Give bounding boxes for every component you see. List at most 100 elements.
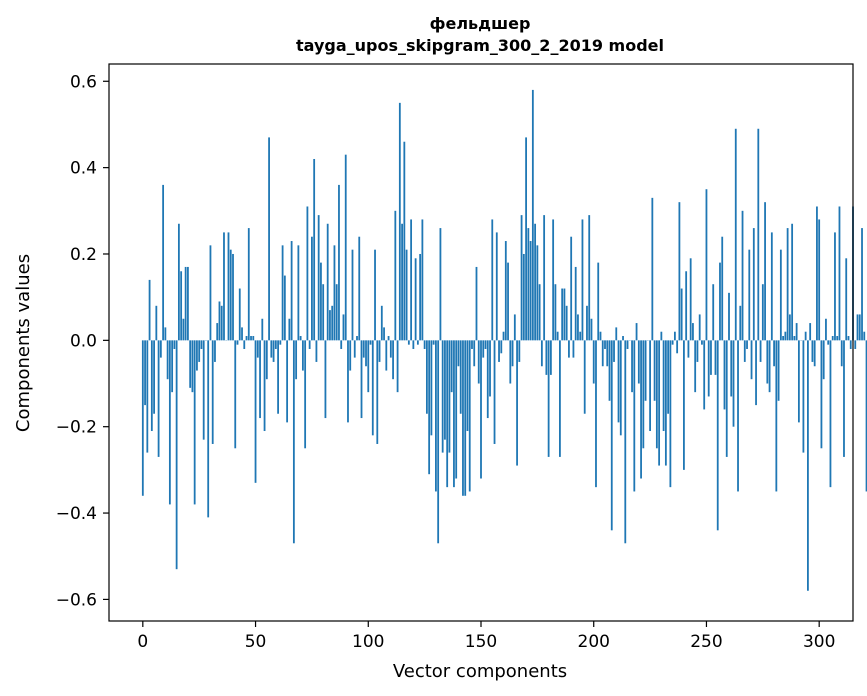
bar bbox=[721, 236, 724, 341]
x-tick-label: 150 bbox=[465, 632, 497, 652]
bar bbox=[788, 314, 791, 341]
bar bbox=[464, 340, 467, 496]
bar bbox=[574, 266, 577, 341]
x-tick-label: 0 bbox=[137, 632, 148, 652]
bar bbox=[579, 331, 582, 341]
bar bbox=[223, 232, 225, 341]
bar bbox=[809, 323, 812, 341]
bar bbox=[425, 340, 428, 414]
bar bbox=[863, 331, 866, 341]
bar bbox=[216, 323, 219, 341]
bar bbox=[389, 340, 392, 358]
bar bbox=[419, 253, 422, 341]
bar bbox=[861, 228, 863, 341]
bar bbox=[482, 340, 485, 358]
bar bbox=[606, 340, 609, 367]
bar bbox=[211, 340, 214, 444]
bar bbox=[710, 340, 712, 375]
x-axis-label: Vector components bbox=[393, 661, 567, 682]
bar bbox=[522, 253, 525, 341]
bar bbox=[308, 340, 311, 349]
bar bbox=[342, 314, 345, 341]
bar bbox=[236, 340, 239, 345]
bar bbox=[513, 314, 516, 341]
bar bbox=[200, 340, 203, 349]
bar bbox=[829, 340, 832, 488]
bar bbox=[283, 275, 286, 341]
bar bbox=[673, 331, 676, 341]
bar bbox=[489, 340, 491, 397]
bar bbox=[784, 331, 787, 341]
bar bbox=[333, 245, 336, 341]
bar bbox=[144, 340, 146, 406]
bar bbox=[511, 340, 514, 367]
bar bbox=[274, 340, 277, 349]
bar bbox=[159, 340, 162, 358]
bar bbox=[604, 340, 606, 349]
bar bbox=[671, 340, 674, 345]
y-axis-label: Components values bbox=[13, 254, 34, 432]
bar bbox=[622, 336, 624, 341]
bar bbox=[766, 340, 769, 384]
bar bbox=[175, 340, 178, 570]
bar bbox=[592, 340, 595, 384]
y-tick-label: 0.0 bbox=[70, 331, 97, 351]
bar bbox=[367, 340, 370, 393]
bar bbox=[743, 340, 746, 362]
bar bbox=[554, 284, 557, 341]
bar bbox=[365, 340, 367, 367]
bar bbox=[540, 340, 543, 367]
bar bbox=[601, 340, 604, 367]
bar bbox=[254, 340, 257, 483]
bar bbox=[773, 340, 775, 367]
bar bbox=[432, 340, 435, 345]
bar bbox=[261, 318, 264, 341]
bar bbox=[664, 340, 667, 466]
bar bbox=[692, 323, 694, 341]
bar bbox=[561, 288, 564, 341]
bar bbox=[189, 340, 192, 388]
bar bbox=[270, 340, 273, 358]
bar bbox=[446, 340, 449, 488]
bar bbox=[403, 141, 406, 341]
bar bbox=[732, 340, 735, 427]
bar bbox=[816, 206, 818, 341]
bar bbox=[141, 340, 144, 496]
x-tick-label: 300 bbox=[803, 632, 835, 652]
bar bbox=[153, 340, 155, 414]
bar bbox=[238, 288, 241, 341]
bar bbox=[820, 340, 823, 449]
x-tick-label: 250 bbox=[690, 632, 722, 652]
bar bbox=[667, 340, 670, 414]
bar bbox=[369, 340, 372, 345]
x-tick-label: 100 bbox=[352, 632, 384, 652]
bar bbox=[795, 323, 798, 341]
bar bbox=[556, 331, 559, 341]
bar bbox=[779, 249, 782, 341]
bar bbox=[157, 340, 160, 457]
bar bbox=[491, 219, 494, 341]
bar bbox=[477, 340, 480, 384]
bar bbox=[180, 271, 183, 341]
bar bbox=[689, 258, 692, 341]
bar bbox=[777, 340, 780, 401]
bar bbox=[475, 266, 478, 341]
bar bbox=[148, 279, 151, 341]
bar bbox=[243, 340, 246, 349]
bar bbox=[750, 340, 753, 380]
bar bbox=[164, 327, 167, 341]
bar bbox=[577, 314, 579, 341]
bar bbox=[563, 288, 566, 341]
bar bbox=[660, 331, 663, 341]
bar bbox=[520, 215, 523, 341]
bar bbox=[701, 340, 703, 345]
bar bbox=[423, 340, 426, 349]
bar bbox=[162, 184, 165, 341]
bar bbox=[653, 340, 656, 401]
bar bbox=[471, 340, 473, 349]
bar bbox=[764, 202, 766, 341]
bar bbox=[617, 340, 620, 423]
bar bbox=[865, 340, 867, 492]
bar bbox=[168, 340, 171, 505]
bar bbox=[394, 210, 397, 341]
